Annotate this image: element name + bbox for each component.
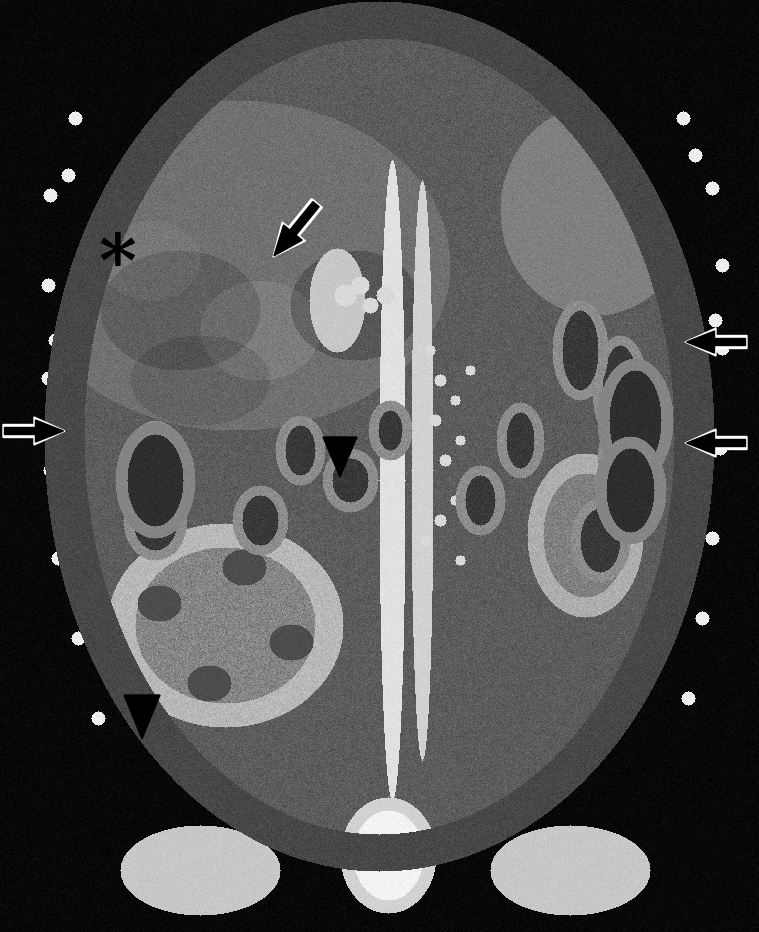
FancyArrow shape: [124, 695, 160, 739]
FancyArrow shape: [274, 201, 319, 256]
FancyArrow shape: [685, 429, 747, 457]
Text: *: *: [98, 229, 136, 300]
FancyArrow shape: [323, 437, 357, 477]
FancyArrow shape: [273, 199, 323, 257]
FancyArrow shape: [5, 420, 64, 442]
FancyArrow shape: [686, 331, 745, 353]
FancyArrow shape: [3, 417, 65, 445]
FancyArrow shape: [685, 328, 747, 356]
FancyArrow shape: [686, 432, 745, 454]
